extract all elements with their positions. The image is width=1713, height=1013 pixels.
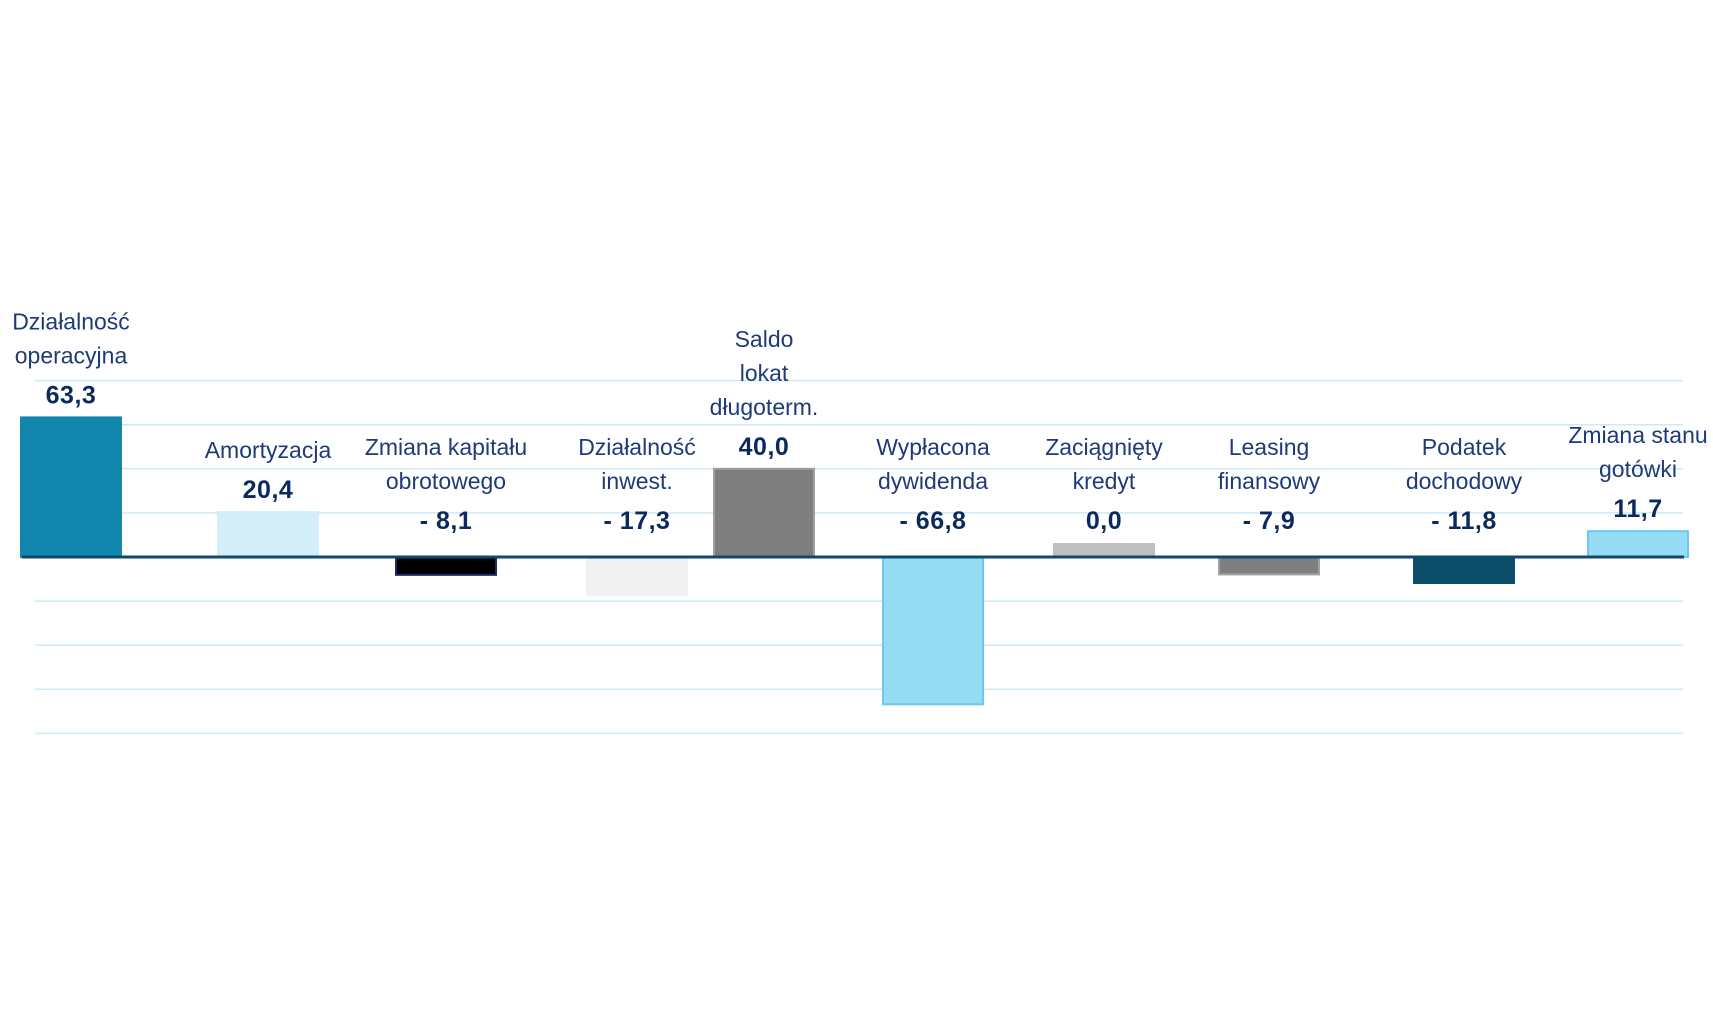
category-label: Wypłacona dywidenda [876,434,990,494]
category-label-line: Wypłacona [876,434,990,460]
category-label-line: Działalność [12,308,130,334]
bar [1413,556,1515,585]
data-label: 63,3 [46,381,97,409]
category-label-line: Saldo [735,326,794,352]
category-label-line: Zaciągnięty [1045,434,1163,460]
data-label: 40,0 [739,433,790,461]
category-label-line: Amortyzacja [205,437,332,463]
category-label-line: operacyjna [15,342,128,368]
category-label-line: lokat [740,360,789,386]
category-label: Leasing finansowy [1218,434,1321,494]
data-label: - 7,9 [1243,507,1296,535]
category-label-line: Zmiana stanu [1568,422,1707,448]
bars [20,416,1689,706]
category-label: Amortyzacja [205,437,332,463]
data-label: 20,4 [243,476,294,504]
data-label: 0,0 [1086,507,1122,535]
category-label-line: inwest. [601,468,673,494]
bar [20,416,122,558]
category-label-line: gotówki [1599,456,1677,482]
category-label-line: długoterm. [710,394,819,420]
category-label-line: kredyt [1073,468,1136,494]
category-label-line: Działalność [578,434,696,460]
category-label: Zaciągnięty kredyt [1045,434,1163,494]
bar [395,556,497,576]
category-label: Działalność inwest. [578,434,696,494]
data-label: - 11,8 [1431,507,1497,535]
category-label-line: Leasing [1229,434,1310,460]
bar [1218,556,1320,576]
category-label-line: Zmiana kapitału [365,434,527,460]
category-label-line: Podatek [1422,434,1507,460]
bar [713,467,815,558]
category-label-line: dywidenda [878,468,988,494]
data-label: - 66,8 [900,507,967,535]
bar [217,511,319,559]
bar [1587,530,1689,558]
category-label: Zmiana kapitału obrotowego [365,434,527,494]
bar [882,556,984,706]
category-label: Działalność operacyjna [12,308,130,368]
category-label: Podatek dochodowy [1406,434,1523,494]
data-label: 11,7 [1613,495,1662,523]
bar [1053,543,1155,556]
category-label-line: obrotowego [386,468,506,494]
bar [586,556,688,597]
category-label-line: finansowy [1218,468,1321,494]
data-label: - 17,3 [604,507,671,535]
category-label: Zmiana stanu gotówki [1568,422,1707,482]
category-label-line: dochodowy [1406,468,1523,494]
data-label: - 8,1 [420,507,473,535]
category-label: Saldo lokat długoterm. [710,326,819,420]
labels: 63,3 Działalność operacyjna 20,4 Amortyzacja… [12,308,1707,535]
